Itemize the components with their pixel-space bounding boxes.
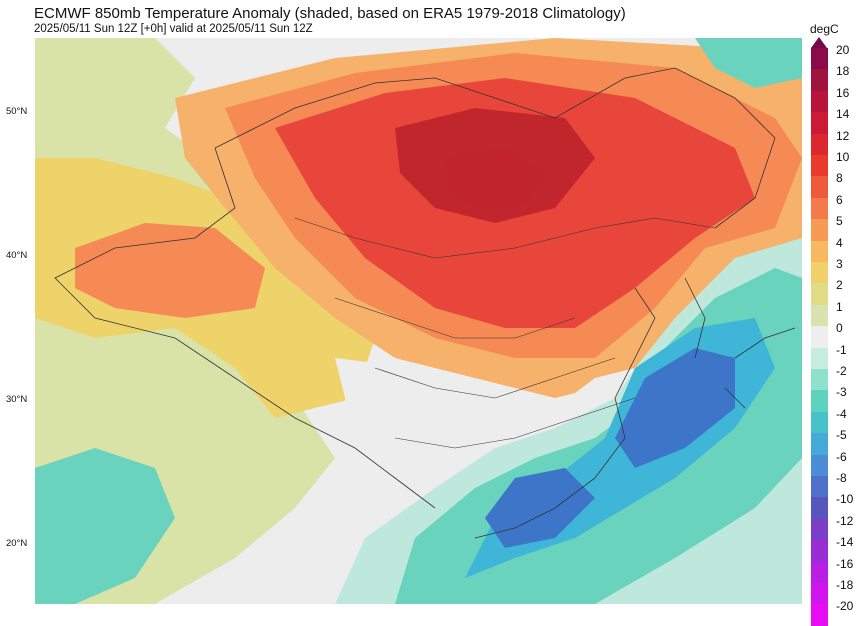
region-neutral-central <box>335 358 635 508</box>
colorbar-segment <box>811 133 828 156</box>
colorbar-segment <box>811 176 828 199</box>
colorbar-tick-label: 3 <box>836 257 843 271</box>
map-title: ECMWF 850mb Temperature Anomaly (shaded,… <box>34 5 626 22</box>
colorbar-tick-label: -20 <box>836 599 854 614</box>
colorbar-tick-label: -3 <box>836 385 847 400</box>
coastline-east <box>474 287 656 539</box>
colorbar-segment <box>811 304 828 327</box>
colorbar-segment <box>811 561 828 584</box>
colorbar-segment <box>811 197 828 220</box>
colorbar-segment <box>811 326 828 349</box>
colorbar-unit-label: degC <box>810 22 839 36</box>
colorbar-segment <box>811 219 828 242</box>
colorbar-tick-label: 8 <box>836 171 843 186</box>
colorbar-tick-label: 18 <box>836 64 850 79</box>
colorbar-tick-label: 4 <box>836 235 843 250</box>
colorbar-tick-label: -2 <box>836 364 847 378</box>
colorbar-segment <box>811 283 828 306</box>
colorbar-tick-label: 12 <box>836 128 850 143</box>
colorbar-tick-label: -4 <box>836 406 847 421</box>
colorbar-segment <box>811 48 828 70</box>
region-teal-northeast <box>695 38 802 88</box>
map-subtitle: 2025/05/11 Sun 12Z [+0h] valid at 2025/0… <box>34 23 313 35</box>
colorbar-segment <box>811 390 828 413</box>
colorbar-tick-label: 14 <box>836 107 850 122</box>
colorbar-segment <box>811 369 828 391</box>
lat-label-50n: 50°N <box>6 106 28 117</box>
colorbar-tick-label: 16 <box>836 85 850 100</box>
lat-label-30n: 30°N <box>6 394 28 405</box>
colorbar-segment <box>811 604 828 626</box>
colorbar-tick-label: 2 <box>836 278 843 293</box>
region-teal-southwest <box>35 448 175 604</box>
colorbar-tick-label: -14 <box>836 535 854 550</box>
colorbar-top-arrow <box>811 37 827 48</box>
colorbar-segment <box>811 433 828 456</box>
region-warm-core-inner <box>445 148 545 208</box>
colorbar-tick-label: 20 <box>836 43 850 57</box>
colorbar-segment <box>811 347 828 370</box>
colorbar-segment <box>811 90 828 113</box>
colorbar-segment <box>811 69 828 92</box>
colorbar-segment <box>811 411 828 434</box>
anomaly-map <box>35 38 802 604</box>
colorbar-tick-label: -6 <box>836 449 847 464</box>
country-border-west <box>54 147 436 509</box>
colorbar-segment <box>811 476 828 498</box>
coastline-korea-japan <box>684 277 796 409</box>
region-blue-east <box>615 348 735 468</box>
country-border-north <box>214 67 776 229</box>
colorbar-tick-label: -16 <box>836 556 854 571</box>
colorbar-tick-label: 1 <box>836 299 843 314</box>
colorbar-tick-label: -5 <box>836 428 847 443</box>
colorbar-segment <box>811 240 828 263</box>
colorbar-tick-label: -10 <box>836 492 854 507</box>
lat-label-40n: 40°N <box>6 250 28 261</box>
region-blue-south <box>485 468 595 548</box>
colorbar-tick-label: -1 <box>836 342 847 357</box>
colorbar <box>811 48 828 626</box>
colorbar-tick-label: 10 <box>836 150 850 164</box>
lat-label-20n: 20°N <box>6 538 28 549</box>
colorbar-tick-label: 6 <box>836 192 843 207</box>
province-border <box>294 217 716 449</box>
colorbar-segment <box>811 112 828 135</box>
colorbar-segment <box>811 518 828 541</box>
colorbar-tick-label: -12 <box>836 513 854 528</box>
colorbar-tick-label: -18 <box>836 578 854 592</box>
colorbar-segment <box>811 540 828 563</box>
colorbar-segment <box>811 497 828 520</box>
colorbar-tick-label: 0 <box>836 321 843 336</box>
colorbar-segment <box>811 262 828 284</box>
anomaly-map-svg <box>35 38 802 604</box>
colorbar-segment <box>811 454 828 477</box>
colorbar-tick-label: 5 <box>836 214 843 229</box>
colorbar-segment <box>811 583 828 605</box>
colorbar-segment <box>811 155 828 177</box>
colorbar-tick-label: -8 <box>836 471 847 485</box>
